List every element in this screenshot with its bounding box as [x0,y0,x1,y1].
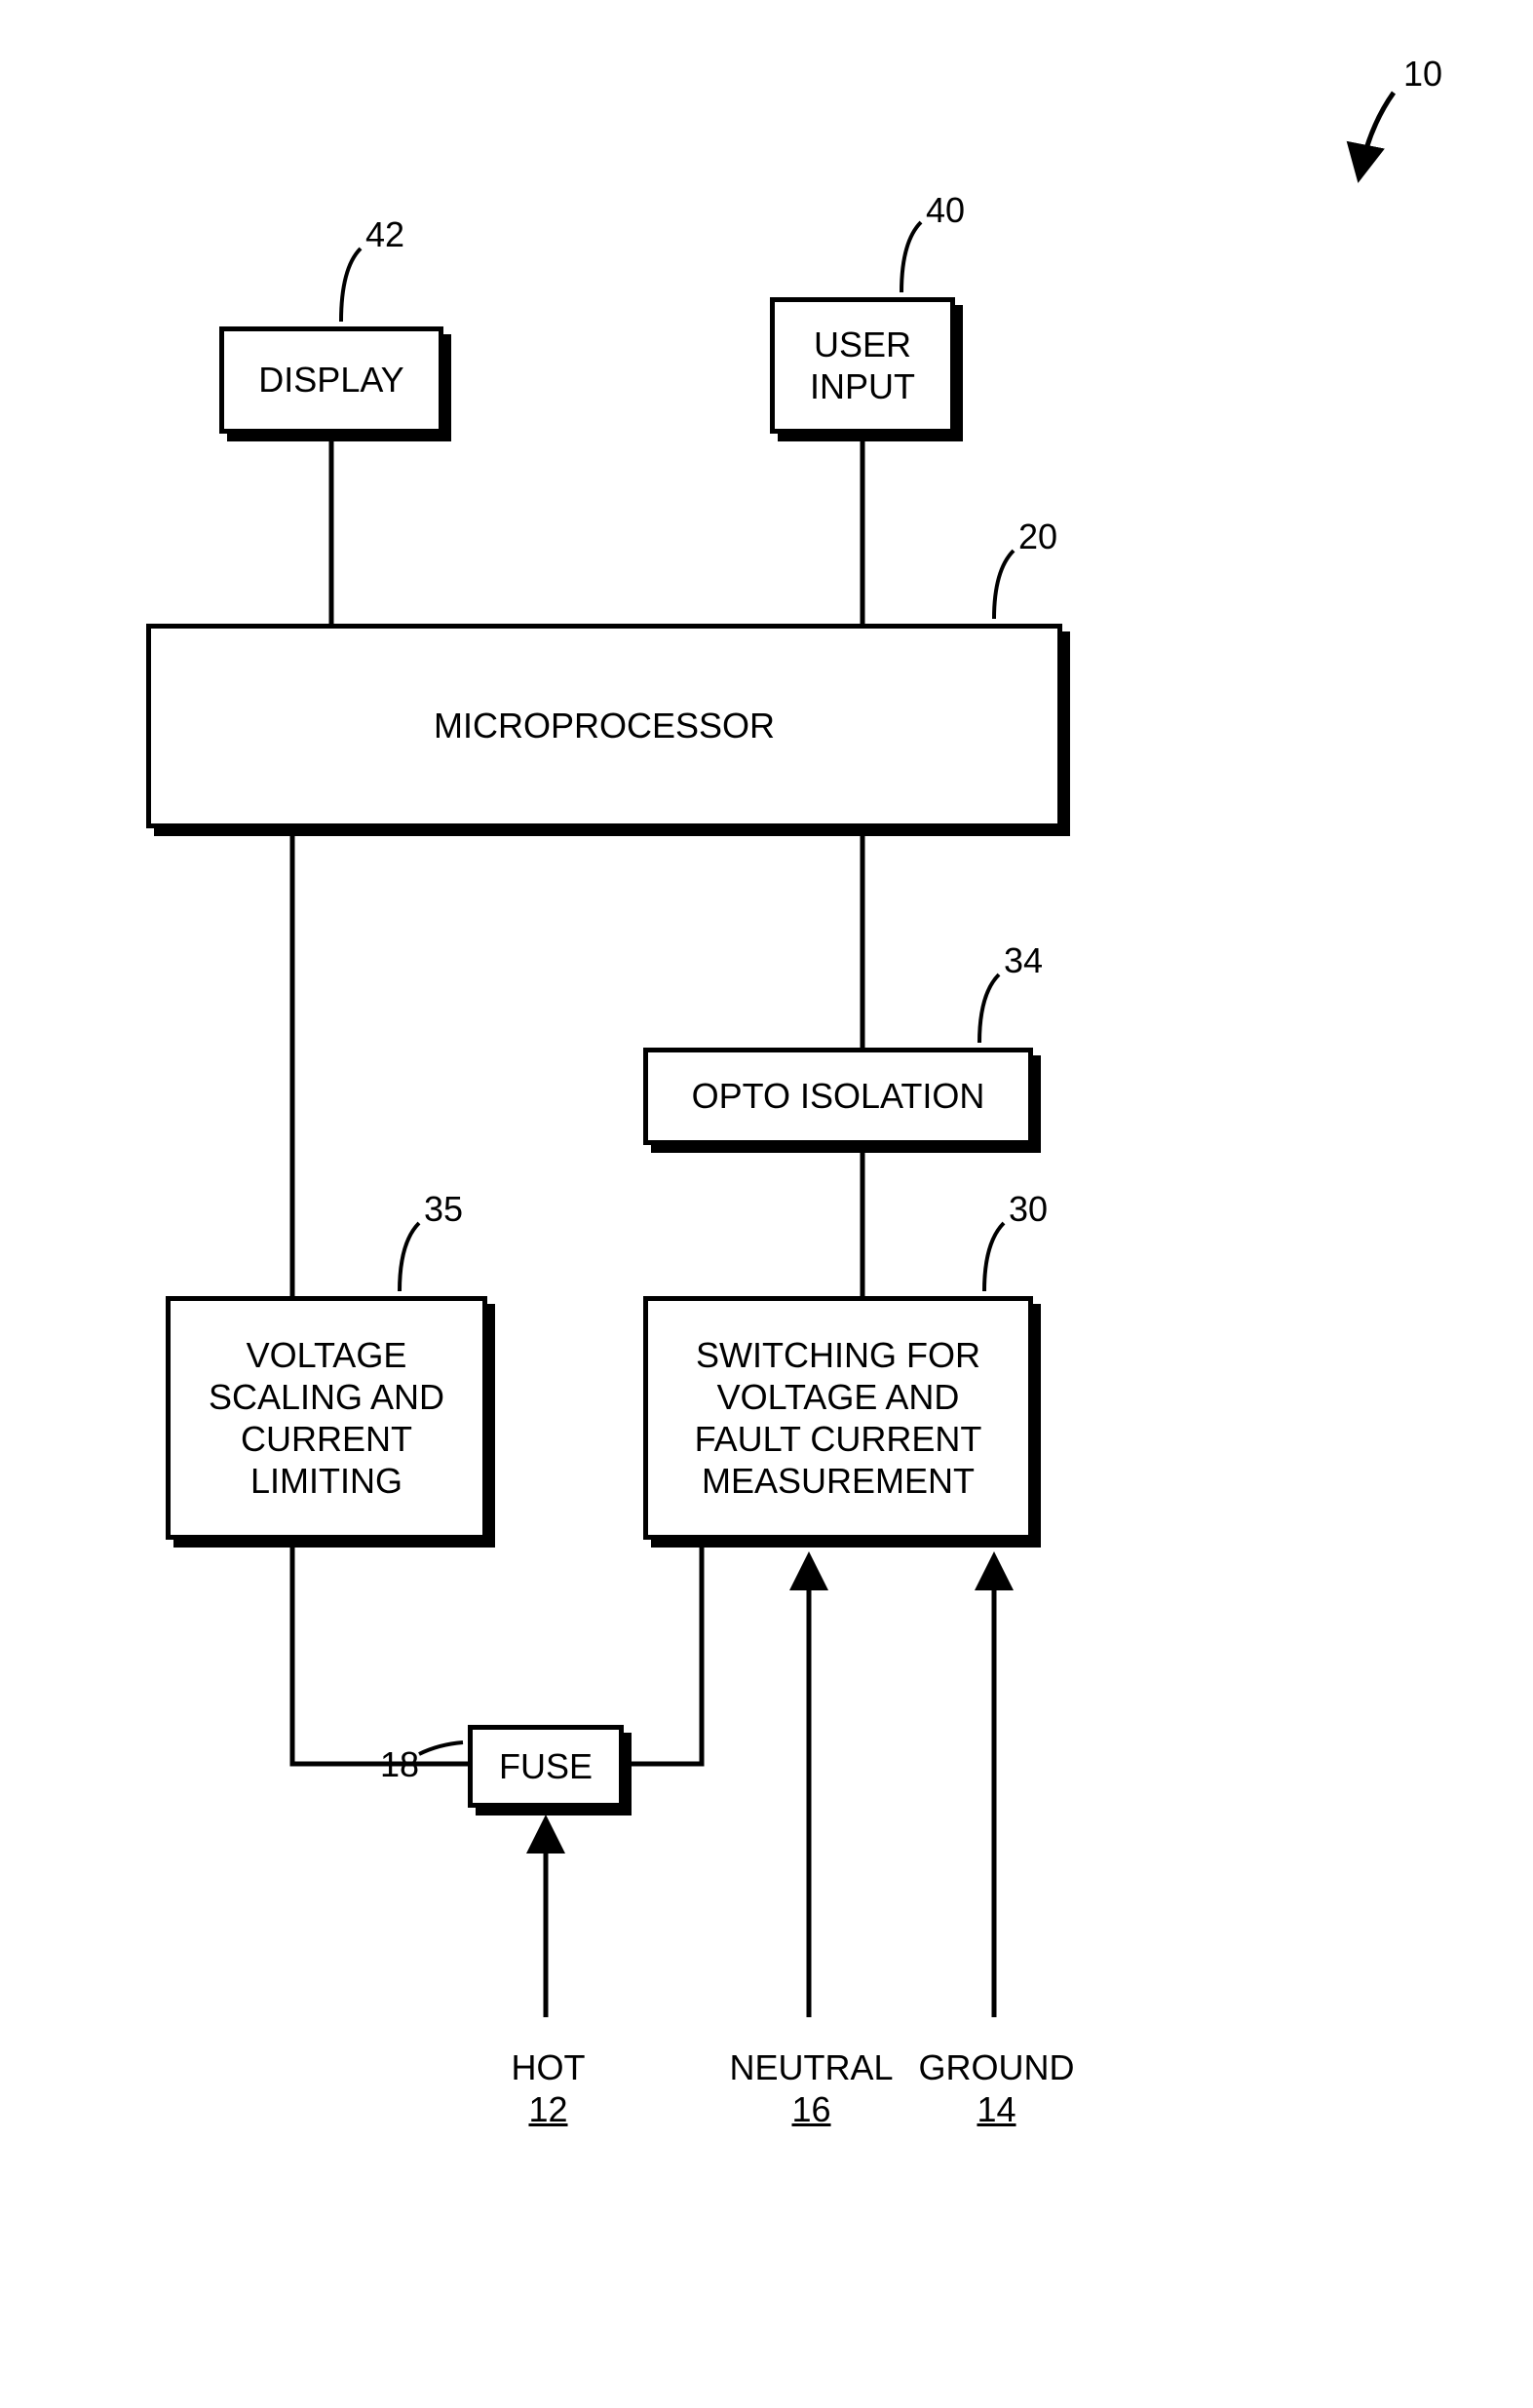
input-hot-label: HOT [512,2047,586,2087]
input-neutral-num: 16 [791,2089,830,2129]
input-ground-label: GROUND [919,2047,1075,2087]
figure-ref: 10 [1403,54,1442,95]
input-neutral-label: NEUTRAL [729,2047,893,2087]
diagram-canvas: 10 DISPLAY 42 USER INPUT 40 MICROPROCESS… [0,0,1533,2408]
input-hot: HOT 12 [507,2046,590,2130]
block-user-input-label: USER INPUT [810,324,915,407]
block-opto-isolation: OPTO ISOLATION [643,1048,1033,1145]
ref-fuse: 18 [380,1744,419,1785]
ref-user-input: 40 [926,190,965,231]
ref-switching: 30 [1009,1189,1048,1230]
ref-display: 42 [365,214,404,255]
block-display-label: DISPLAY [258,359,403,401]
input-neutral: NEUTRAL 16 [726,2046,897,2130]
input-ground-num: 14 [977,2089,1016,2129]
block-fuse: FUSE [468,1725,624,1808]
block-opto-label: OPTO ISOLATION [692,1075,985,1117]
block-display: DISPLAY [219,326,443,434]
block-switching: SWITCHING FOR VOLTAGE AND FAULT CURRENT … [643,1296,1033,1540]
block-microprocessor-label: MICROPROCESSOR [434,705,775,746]
input-hot-num: 12 [528,2089,567,2129]
block-fuse-label: FUSE [499,1745,593,1787]
block-scaling-label: VOLTAGE SCALING AND CURRENT LIMITING [209,1334,444,1503]
block-switching-label: SWITCHING FOR VOLTAGE AND FAULT CURRENT … [695,1334,982,1503]
block-voltage-scaling: VOLTAGE SCALING AND CURRENT LIMITING [166,1296,487,1540]
block-microprocessor: MICROPROCESSOR [146,624,1062,828]
ref-microprocessor: 20 [1018,516,1057,557]
ref-opto: 34 [1004,940,1043,981]
ref-scaling: 35 [424,1189,463,1230]
input-ground: GROUND 14 [911,2046,1082,2130]
block-user-input: USER INPUT [770,297,955,434]
